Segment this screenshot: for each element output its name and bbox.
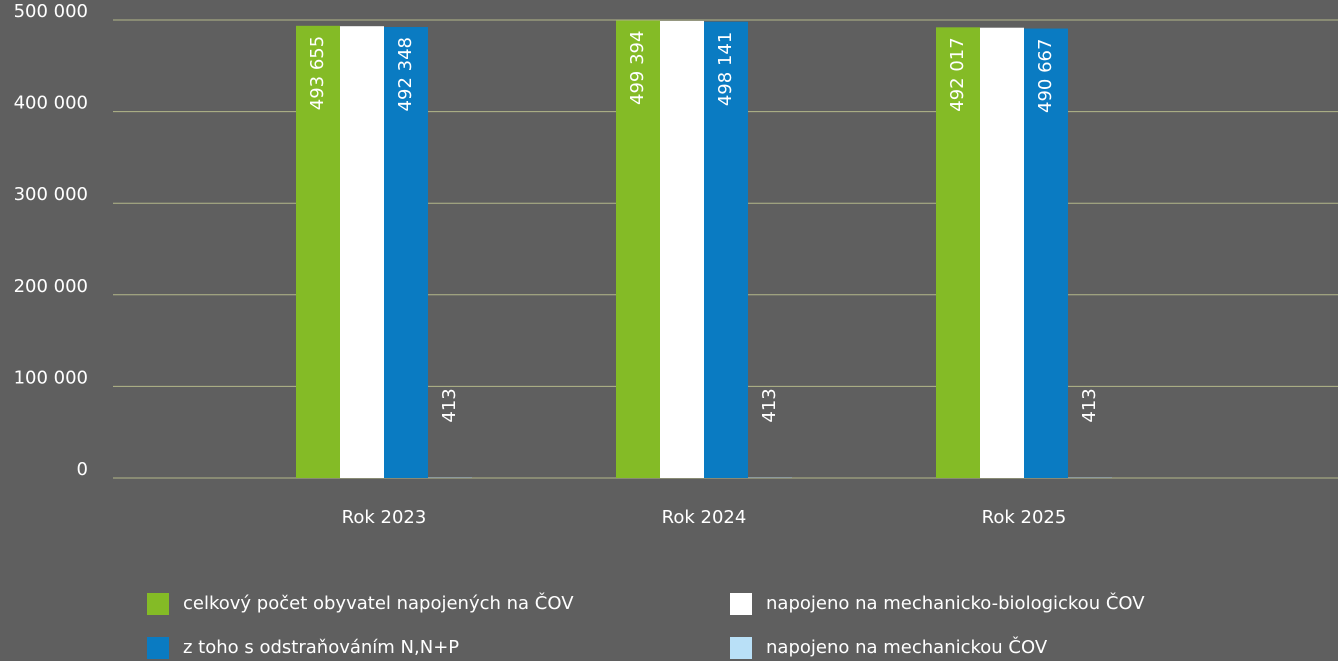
value-label: 493 655 xyxy=(307,36,328,110)
x-tick-label: Rok 2024 xyxy=(662,507,747,528)
value-label: 491 604 xyxy=(991,38,1012,112)
legend-label: z toho s odstraňováním N,N+P xyxy=(183,637,459,658)
bar xyxy=(616,20,660,479)
value-label: 498 991 xyxy=(671,31,692,105)
y-tick-label: 0 xyxy=(77,459,88,480)
bar xyxy=(296,25,340,479)
bar xyxy=(384,27,428,479)
value-label: 493 242 xyxy=(351,36,372,110)
y-tick-label: 500 000 xyxy=(14,1,88,22)
y-tick-label: 300 000 xyxy=(14,184,88,205)
bar xyxy=(660,20,704,478)
legend-label: celkový počet obyvatel napojených na ČOV xyxy=(183,592,574,614)
value-label: 413 xyxy=(759,388,780,422)
value-label: 492 017 xyxy=(947,37,968,111)
bar xyxy=(980,27,1024,479)
value-label: 499 394 xyxy=(627,31,648,105)
legend-swatch xyxy=(147,593,169,615)
legend-swatch xyxy=(147,637,169,659)
legend-swatch xyxy=(730,637,752,659)
bar xyxy=(340,26,384,478)
legend-label: napojeno na mechanickou ČOV xyxy=(766,636,1048,658)
legend-swatch xyxy=(730,593,752,615)
legend-label: napojeno na mechanicko-biologickou ČOV xyxy=(766,592,1145,614)
y-tick-label: 200 000 xyxy=(14,276,88,297)
bar xyxy=(1024,28,1068,478)
y-tick-label: 400 000 xyxy=(14,93,88,114)
value-label: 498 141 xyxy=(715,32,736,106)
value-label: 492 348 xyxy=(395,37,416,111)
bar xyxy=(936,27,980,478)
x-tick-label: Rok 2023 xyxy=(342,507,427,528)
value-label: 413 xyxy=(1079,388,1100,422)
x-tick-label: Rok 2025 xyxy=(982,507,1067,528)
y-tick-label: 100 000 xyxy=(14,367,88,388)
value-label: 413 xyxy=(439,388,460,422)
bar xyxy=(704,21,748,478)
value-label: 490 667 xyxy=(1035,39,1056,113)
